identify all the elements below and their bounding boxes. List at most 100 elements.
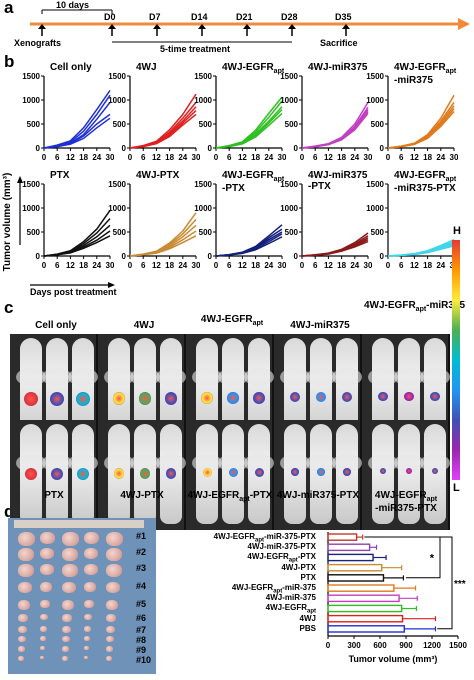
growth-x-tick-label: 12 bbox=[238, 153, 247, 162]
colorbar-low-label: L bbox=[453, 482, 460, 494]
imaging-cell bbox=[10, 420, 98, 530]
growth-series-line bbox=[43, 117, 111, 149]
growth-x-tick-label: 18 bbox=[251, 153, 260, 162]
imaging-bottom-label-4-tail: -miR375-PTX bbox=[375, 503, 437, 514]
tumor-row-label-10: #10 bbox=[136, 655, 152, 665]
growth-x-tick-label: 12 bbox=[152, 153, 161, 162]
growth-x-tick-label: 6 bbox=[313, 261, 318, 270]
growth-x-tick-label: 18 bbox=[337, 261, 346, 270]
excised-tumor bbox=[106, 564, 122, 577]
growth-x-tick-label: 6 bbox=[141, 261, 146, 270]
growth-y-tick-label: 0 bbox=[122, 252, 127, 261]
growth-y-tick-label: 500 bbox=[113, 228, 127, 237]
imaging-top-label-4: 4WJ-EGFRapt-miR375 bbox=[364, 300, 465, 313]
day-label-0: D0 bbox=[104, 12, 116, 22]
excised-tumor bbox=[18, 636, 26, 643]
mouse-image bbox=[332, 338, 362, 438]
growth-x-tick-label: 6 bbox=[399, 261, 404, 270]
growth-x-tick-label: 24 bbox=[92, 261, 101, 270]
growth-y-tick-label: 500 bbox=[285, 228, 299, 237]
growth-x-tick-label: 12 bbox=[410, 261, 419, 270]
bar-category-labels: 4WJ-EGFRapt-miR-375-PTX 4WJ-miR-375-PTX 4W… bbox=[168, 532, 316, 633]
bioluminescence-signal bbox=[341, 392, 353, 403]
imaging-cell bbox=[98, 420, 186, 530]
growth-series-line bbox=[129, 110, 197, 149]
growth-x-tick-label: 24 bbox=[264, 153, 273, 162]
growth-plot-title-9: 4WJ-EGFRapt -miR375-PTX bbox=[394, 170, 474, 194]
excised-tumor bbox=[62, 636, 70, 643]
day0-marker bbox=[108, 24, 116, 36]
bar-x-tick-label: 1200 bbox=[423, 641, 441, 650]
growth-x-tick-label: 24 bbox=[178, 261, 187, 270]
bar-category-label-1: 4WJ-miR-375-PTX bbox=[248, 542, 316, 551]
growth-x-tick-label: 18 bbox=[337, 153, 346, 162]
mouse-image bbox=[244, 338, 274, 438]
bar-category-label-6: 4WJ-miR-375 bbox=[266, 593, 316, 602]
treatment-label: 5-time treatment bbox=[160, 44, 231, 54]
growth-x-tick-label: 0 bbox=[214, 261, 219, 270]
mouse-image bbox=[368, 338, 398, 438]
excised-tumor bbox=[40, 532, 55, 544]
tumor-row-label-3: #3 bbox=[136, 563, 147, 573]
bar bbox=[327, 625, 405, 633]
bioluminescence-signal bbox=[406, 468, 412, 474]
growth-x-tick-label: 0 bbox=[300, 261, 305, 270]
excised-tumor bbox=[106, 646, 113, 652]
growth-y-tick-label: 0 bbox=[208, 144, 213, 153]
growth-y-tick-label: 1000 bbox=[22, 204, 40, 213]
growth-y-tick-label: 0 bbox=[36, 252, 41, 261]
bar-category-text: 4WJ-EGFR bbox=[247, 552, 289, 562]
xenograft-marker bbox=[38, 24, 46, 36]
bioluminescence-signal bbox=[253, 392, 265, 404]
growth-plot-title-0: Cell only bbox=[50, 62, 130, 73]
bar-category-label-4: PTX bbox=[300, 573, 316, 582]
growth-x-tick-label: 0 bbox=[42, 261, 47, 270]
growth-x-tick-label: 0 bbox=[128, 261, 133, 270]
imaging-bottom-label-3-tail: -PTX bbox=[336, 490, 360, 501]
bioluminescence-signal bbox=[430, 392, 440, 402]
excised-tumor bbox=[62, 614, 72, 622]
growth-x-tick-label: 6 bbox=[55, 153, 60, 162]
day21-marker bbox=[243, 24, 251, 36]
bioluminescence-signal bbox=[112, 392, 126, 405]
excised-tumor bbox=[106, 656, 112, 661]
day-label-7: D7 bbox=[149, 12, 161, 22]
day35-marker bbox=[342, 24, 350, 36]
excised-tumor bbox=[40, 582, 52, 592]
growth-y-tick-label: 1000 bbox=[22, 96, 40, 105]
bioluminescence-signal bbox=[76, 392, 90, 406]
growth-x-tick-label: 18 bbox=[79, 153, 88, 162]
growth-y-tick-label: 1000 bbox=[366, 204, 384, 213]
excised-tumor bbox=[18, 614, 28, 622]
bar-category-label-2: 4WJ-EGFRapt-PTX bbox=[247, 552, 316, 564]
growth-title-2-subscript: apt bbox=[273, 68, 285, 75]
growth-x-tick-label: 18 bbox=[165, 153, 174, 162]
imaging-top-label-3-text: 4WJ-miR375 bbox=[290, 320, 350, 331]
growth-series-line bbox=[43, 235, 111, 257]
growth-title-1-text: 4WJ bbox=[136, 62, 157, 73]
growth-series-line bbox=[387, 111, 455, 149]
mouse-image bbox=[394, 338, 424, 438]
bioluminescence-signal bbox=[113, 468, 125, 479]
growth-series-line bbox=[215, 109, 283, 149]
imaging-cell bbox=[274, 420, 362, 530]
growth-plot-title-4: 4WJ-EGFRapt -miR375 bbox=[394, 62, 474, 86]
imaging-cell bbox=[186, 420, 274, 530]
bar bbox=[327, 584, 395, 592]
growth-y-tick-label: 500 bbox=[371, 120, 385, 129]
growth-x-tick-label: 6 bbox=[227, 261, 232, 270]
excised-tumor bbox=[84, 626, 91, 632]
excised-tumor bbox=[84, 564, 98, 576]
growth-y-tick-label: 1500 bbox=[108, 72, 126, 81]
excised-tumor bbox=[40, 600, 50, 608]
tumor-row-label-9: #9 bbox=[136, 645, 147, 655]
bar-category-label-7: 4WJ-EGFRapt bbox=[266, 603, 316, 615]
growth-x-tick-label: 12 bbox=[238, 261, 247, 270]
mouse-image bbox=[394, 424, 424, 524]
excised-tumor bbox=[106, 600, 118, 610]
growth-series-line bbox=[129, 113, 197, 149]
